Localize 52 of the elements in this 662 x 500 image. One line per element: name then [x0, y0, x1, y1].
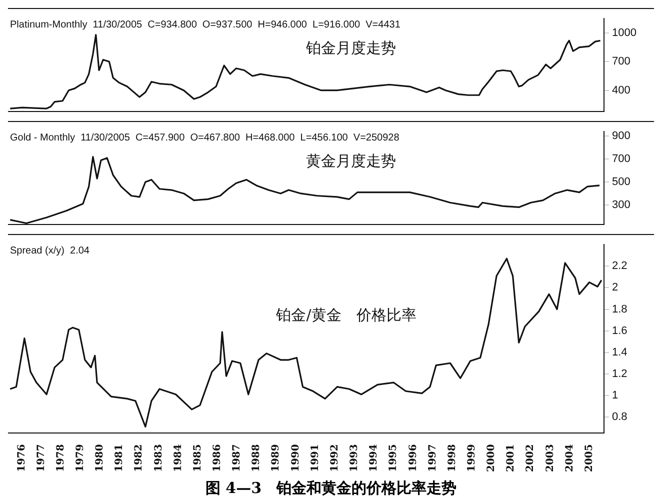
x-tick-label: 1998 — [446, 444, 458, 472]
y-tick-label: 700 — [612, 153, 630, 166]
annotation: Platinum-Monthly 11/30/2005 C=934.800 O=937.500 H=946.000 L=916.000 V=4431 — [10, 19, 401, 30]
x-tick-label: 1999 — [466, 444, 478, 472]
x-tick-label: 2001 — [506, 444, 517, 472]
x-tick-label: 1977 — [36, 444, 47, 472]
y-tick-label: 0.8 — [612, 411, 628, 424]
x-tick-label: 2003 — [544, 444, 556, 472]
y-tick-label: 1000 — [612, 26, 636, 39]
y-tick-label: 700 — [612, 56, 630, 68]
y-tick-label: 900 — [612, 130, 630, 142]
annotation: Spread (x/y) 2.04 — [10, 245, 90, 256]
x-tick-label: 1979 — [75, 444, 86, 472]
caption: 图 4—3 铂金和黄金的价格比率走势 — [204, 479, 458, 498]
x-tick-label: 1981 — [114, 444, 126, 472]
y-tick-label: 1.6 — [612, 324, 628, 337]
x-tick-label: 2005 — [584, 444, 595, 472]
x-tick-label: 2002 — [525, 444, 536, 472]
x-tick-label: 1993 — [349, 444, 360, 472]
y-tick-label: 2 — [612, 282, 618, 294]
annotation: 黄金月度走势 — [306, 152, 396, 170]
y-tick-label: 500 — [612, 176, 630, 188]
x-tick-label: 1992 — [329, 444, 340, 472]
y-tick-label: 300 — [612, 198, 630, 211]
x-tick-label: 1980 — [94, 444, 106, 472]
x-tick-label: 1989 — [270, 444, 282, 472]
y-tick-label: 1.4 — [612, 346, 628, 358]
x-tick-label: 1978 — [55, 444, 66, 472]
y-tick-label: 400 — [612, 84, 630, 96]
y-tick-label: 1.2 — [612, 368, 628, 380]
x-tick-label: 1986 — [212, 444, 224, 472]
x-tick-label: 1982 — [134, 444, 145, 472]
annotation: 铂金月度走势 — [305, 39, 396, 58]
y-tick-label: 1 — [612, 389, 618, 402]
y-tick-label: 2.2 — [612, 260, 628, 272]
x-tick-label: 1994 — [368, 444, 380, 472]
x-tick-label: 1983 — [153, 444, 164, 472]
x-tick-label: 1988 — [251, 444, 262, 472]
y-tick-label: 1.8 — [612, 303, 628, 316]
x-tick-label: 1995 — [388, 444, 400, 472]
x-tick-label: 1996 — [408, 444, 419, 472]
x-tick-label: 1984 — [172, 444, 184, 472]
annotation: 铂金/黄金 价格比率 — [275, 306, 416, 324]
x-tick-label: 1976 — [16, 444, 28, 472]
x-tick-label: 1985 — [192, 444, 204, 472]
x-tick-label: 1990 — [290, 444, 302, 472]
x-tick-label: 1997 — [427, 444, 438, 472]
annotation: Gold - Monthly 11/30/2005 C=457.900 O=467.800 H=468.000 L=456.100 V=250928 — [10, 132, 400, 144]
x-tick-label: 1991 — [310, 444, 321, 472]
x-tick-label: 1987 — [232, 444, 243, 472]
x-tick-label: 2000 — [486, 444, 498, 472]
x-tick-label: 2004 — [564, 444, 576, 472]
